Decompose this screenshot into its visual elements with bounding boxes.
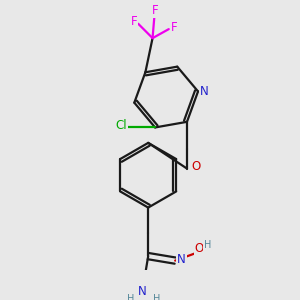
Text: O: O bbox=[191, 160, 201, 173]
Text: F: F bbox=[130, 15, 137, 28]
Text: H: H bbox=[128, 294, 135, 300]
Text: H: H bbox=[153, 294, 160, 300]
Text: H: H bbox=[204, 240, 211, 250]
Text: O: O bbox=[195, 242, 204, 255]
Text: F: F bbox=[171, 21, 177, 34]
Text: N: N bbox=[200, 85, 209, 98]
Text: Cl: Cl bbox=[115, 119, 127, 132]
Text: N: N bbox=[137, 285, 146, 298]
Text: F: F bbox=[152, 4, 159, 17]
Text: N: N bbox=[177, 253, 186, 266]
